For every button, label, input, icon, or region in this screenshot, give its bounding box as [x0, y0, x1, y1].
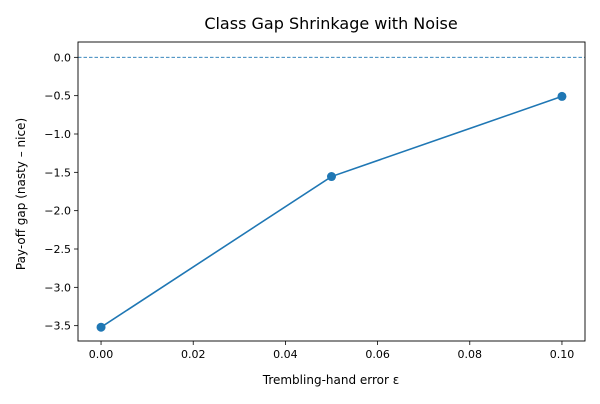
x-axis-label: Trembling-hand error ε	[262, 373, 400, 387]
x-tick-label: 0.00	[89, 348, 114, 361]
x-tick-label: 0.06	[365, 348, 390, 361]
y-tick-label: −2.0	[44, 205, 71, 218]
x-tick-label: 0.04	[273, 348, 298, 361]
y-tick-label: 0.0	[54, 51, 72, 64]
series-line-0	[100, 95, 563, 328]
chart-title: Class Gap Shrinkage with Noise	[204, 14, 457, 33]
plot-area: 0.00 0.02 0.04 0.06 0.08 0.10 0.0 −0.5 −1.0 −1.5 −…	[44, 41, 586, 361]
x-tick-label: 0.08	[458, 348, 483, 361]
data-point-0-1	[327, 172, 336, 182]
data-point-0-0	[96, 322, 106, 332]
x-tick-label: 0.10	[550, 348, 575, 361]
y-tick-label: −1.5	[44, 166, 71, 179]
y-tick-label: −2.5	[44, 243, 71, 256]
y-tick-label: −3.0	[44, 281, 71, 294]
y-tick-label: −1.0	[44, 128, 71, 141]
x-tick-label: 0.02	[181, 348, 206, 361]
y-axis-label: Pay-off gap (nasty – nice)	[14, 118, 28, 270]
y-tick-label: −0.5	[44, 90, 71, 103]
plot-frame	[77, 41, 586, 342]
data-point-0-2	[557, 91, 567, 101]
y-tick-label: −3.5	[44, 320, 71, 333]
